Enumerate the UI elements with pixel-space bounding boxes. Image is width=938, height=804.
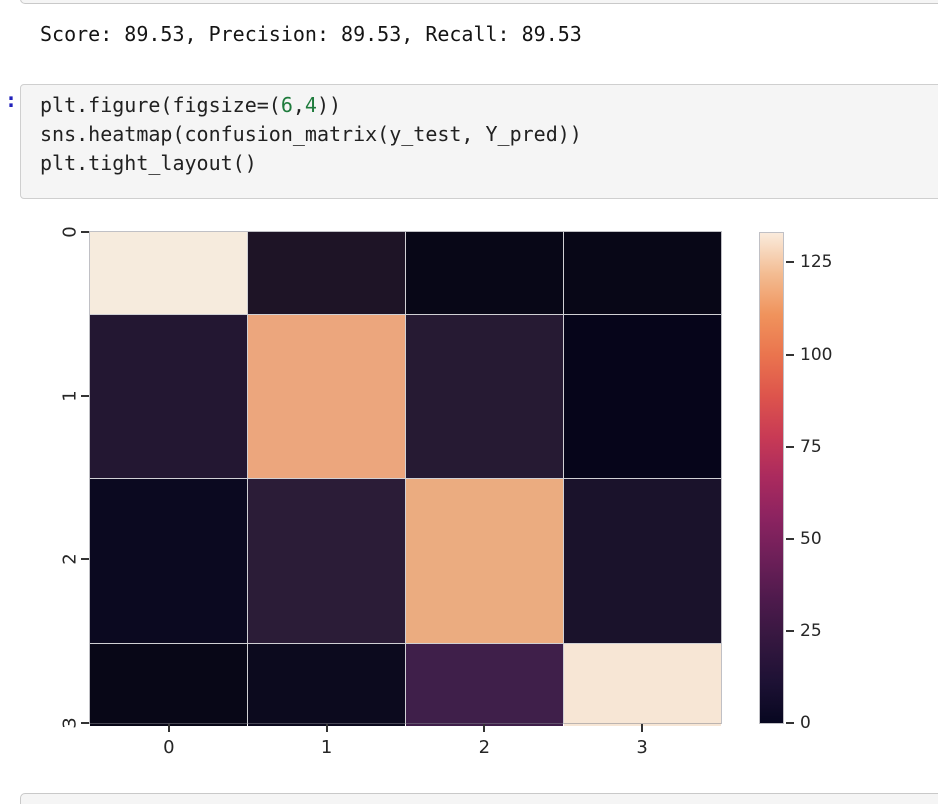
colorbar-tick-1	[786, 629, 794, 632]
input-prompt-colon: :	[5, 88, 18, 112]
heatmap-cell-0-0	[90, 232, 247, 314]
heatmap-cell-3-3	[564, 644, 721, 726]
heatmap-cell-1-0	[90, 314, 247, 479]
cell-fragment-bottom[interactable]	[20, 793, 938, 804]
colorbar-tick-0	[786, 722, 794, 724]
y-tick-label-1: 1	[59, 389, 81, 402]
x-tick-label-2: 2	[478, 737, 491, 758]
heatmap-cell-0-2	[406, 232, 563, 314]
colorbar-tick-label-5: 125	[800, 252, 833, 273]
x-tick-label-1: 1	[320, 737, 333, 758]
colorbar-tick-label-4: 100	[800, 344, 833, 365]
cell-fragment-top[interactable]	[20, 0, 938, 4]
code-token: ))	[316, 93, 342, 117]
code-cell[interactable]: plt.figure(figsize=(6,4)) sns.heatmap(con…	[20, 84, 938, 199]
heatmap-cell-0-1	[248, 232, 405, 314]
colorbar-tick-label-3: 75	[800, 436, 822, 457]
colorbar-tick-label-2: 50	[800, 528, 822, 549]
heatmap-cell-2-2	[406, 479, 563, 644]
colorbar-tick-label-0: 0	[800, 713, 811, 733]
score-output-text: Score: 89.53, Precision: 89.53, Recall: …	[40, 22, 582, 46]
colorbar-tick-label-1: 25	[800, 620, 822, 641]
y-tick-1	[81, 394, 89, 397]
code-token: plt.tight_layout()	[40, 151, 257, 175]
y-tick-label-2: 2	[59, 553, 81, 566]
x-tick-3	[641, 724, 644, 732]
y-tick-2	[81, 558, 89, 561]
heatmap-cell-1-3	[564, 314, 721, 479]
colorbar-tick-5	[786, 261, 794, 264]
heatmap-cell-1-2	[406, 314, 563, 479]
code-line-2: plt.tight_layout()	[40, 149, 938, 178]
heatmap-grid	[89, 231, 722, 726]
code-editor[interactable]: plt.figure(figsize=(6,4)) sns.heatmap(con…	[40, 91, 938, 178]
x-tick-1	[325, 724, 328, 732]
heatmap-cell-3-0	[90, 644, 247, 726]
y-tick-3	[81, 722, 89, 724]
y-tick-label-3: 3	[59, 717, 81, 729]
heatmap-cell-2-0	[90, 479, 247, 644]
code-token: sns.heatmap(confusion_matrix(y_test, Y_p…	[40, 122, 582, 146]
colorbar	[759, 232, 784, 724]
code-token: plt.figure(figsize=(	[40, 93, 281, 117]
heatmap-cell-2-3	[564, 479, 721, 644]
heatmap-cell-1-1	[248, 314, 405, 479]
x-tick-2	[483, 724, 486, 732]
code-token: ,	[292, 93, 305, 117]
heatmap-cell-3-2	[406, 644, 563, 726]
x-tick-0	[167, 724, 170, 732]
heatmap-cell-3-1	[248, 644, 405, 726]
heatmap-cell-2-1	[248, 479, 405, 644]
colorbar-tick-2	[786, 537, 794, 540]
code-token-number: 4	[304, 93, 317, 117]
code-line-1: sns.heatmap(confusion_matrix(y_test, Y_p…	[40, 120, 938, 149]
y-tick-0	[81, 231, 89, 233]
code-token-number: 6	[280, 93, 293, 117]
colorbar-tick-4	[786, 353, 794, 356]
x-tick-label-3: 3	[636, 737, 648, 758]
code-line-0: plt.figure(figsize=(6,4))	[40, 91, 938, 120]
y-tick-label-0: 0	[59, 226, 81, 238]
colorbar-tick-3	[786, 445, 794, 448]
heatmap-cell-0-3	[564, 232, 721, 314]
x-tick-label-0: 0	[163, 737, 175, 758]
